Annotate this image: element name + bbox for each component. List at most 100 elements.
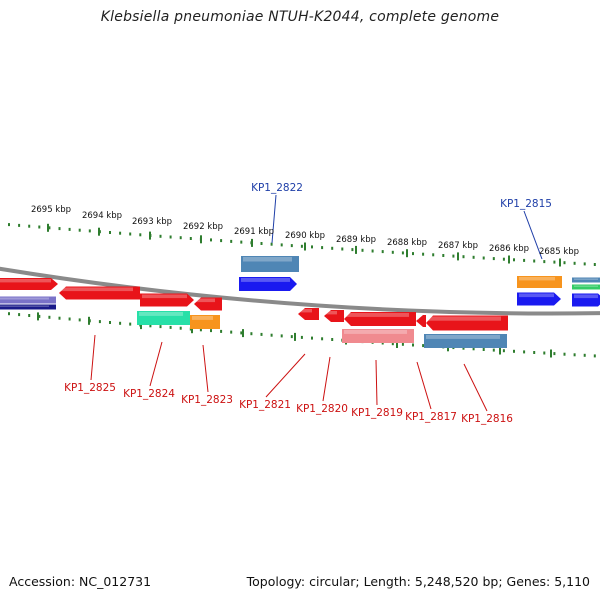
upper-scale-major-tick [98,227,100,236]
gene-arrow [324,310,344,322]
gene-bar [572,284,600,290]
lower-scale-minor-tick [401,342,404,346]
lower-scale-minor-tick [230,330,233,334]
lower-scale-minor-tick [492,348,495,352]
lower-scale-minor-tick [482,348,485,351]
gene-label: KP1_2821 [239,399,291,411]
lower-scale-major-tick [140,321,142,330]
upper-scale-minor-tick [442,254,445,257]
upper-scale-minor-tick [179,236,182,240]
lower-scale-minor-tick [553,352,556,356]
lower-scale-minor-tick [543,351,546,355]
lower-scale-major-tick [550,349,552,358]
gene-arrow-highlight [428,316,501,321]
upper-scale-minor-tick [159,234,162,238]
upper-scale-minor-tick [38,225,41,229]
lower-scale-minor-tick [462,346,465,350]
gene-arrow [298,308,319,320]
gene-bar-highlight [0,297,49,300]
gene-label: KP1_2823 [181,394,233,406]
upper-scale-minor-tick [401,251,404,255]
callout-line [375,359,378,406]
upper-scale-minor-tick [462,255,465,259]
upper-scale-minor-tick [502,257,505,261]
topology-text: Topology: circular; Length: 5,248,520 bp… [246,574,590,589]
lower-scale-minor-tick [472,347,475,351]
upper-scale-minor-tick [169,235,172,239]
gene-arrow [426,315,508,331]
callout-line [149,341,163,387]
upper-scale-major-tick [508,255,510,264]
upper-scale-minor-tick [28,224,31,228]
upper-scale-major-tick [149,231,151,240]
gene-arrow-highlight [519,293,554,298]
lower-scale-major-tick [294,332,296,341]
upper-scale-minor-tick [361,248,364,252]
upper-scale-ticks [8,223,596,267]
genome-backbone [0,266,600,316]
upper-scale-minor-tick [290,244,293,248]
lower-scale-major-tick [37,312,39,321]
gene-bar [572,277,600,283]
lower-scale-minor-tick [412,343,414,347]
gene-bar-highlight [519,277,555,281]
lower-scale-minor-tick [583,353,586,357]
gene-bar [190,315,220,329]
lower-scale-minor-tick [58,316,61,320]
upper-scale-minor-tick [331,246,334,250]
lower-scale-minor-tick [513,349,515,353]
lower-scale-minor-tick [78,318,81,322]
gene-bar-highlight [344,330,407,334]
lower-scale-major-tick [191,325,193,334]
lower-scale-minor-tick [260,332,263,336]
gene-callouts: KP1_2822 KP1_2815 KP1_2825 KP1_2824 KP1_2823… [64,182,552,425]
upper-scale-minor-tick [523,258,526,262]
lower-scale-minor-tick [300,335,303,339]
upper-scale-minor-tick [533,259,536,263]
callout-line [416,361,432,410]
lower-scale-minor-tick [119,321,122,325]
lower-scale-minor-tick [109,321,111,324]
lower-scale-minor-tick [240,331,243,335]
lower-scale-minor-tick [502,349,505,353]
gene-bar [342,329,414,343]
upper-scale-minor-tick [321,246,324,250]
map-title: Klebsiella pneumoniae NTUH-K2044, comple… [100,9,500,25]
lower-scale-minor-tick [149,324,152,328]
upper-scale-minor-tick [240,240,243,244]
gene-arrow-highlight [574,294,598,299]
upper-scale-minor-tick [129,232,132,236]
lower-scale-minor-tick [280,334,283,338]
lower-scale-minor-tick [68,317,71,321]
gene-arrow [239,277,297,291]
gene-bar [517,276,562,288]
upper-scale-major-tick [47,223,49,232]
gene-features [0,256,600,348]
gene-label: KP1_2815 [500,198,552,210]
lower-scale-minor-tick [38,314,41,318]
lower-scale-minor-tick [179,326,182,330]
upper-scale-minor-tick [88,229,91,233]
callout-line [271,194,277,244]
lower-scale-minor-tick [593,354,596,358]
upper-scale-minor-tick [58,227,61,231]
upper-scale-major-tick [304,242,306,251]
lower-scale-minor-tick [270,333,273,337]
gene-arrow [0,278,58,290]
gene-arrow [572,293,600,307]
upper-scale-minor-tick [280,243,283,247]
upper-scale-major-tick [355,245,357,254]
upper-scale-minor-tick [593,263,596,266]
gene-arrow [194,297,222,311]
scale-label: 2689 kbp [336,235,376,245]
gene-arrow-highlight [326,311,337,315]
gene-arrow [517,292,561,306]
gene-bar-highlight [574,278,598,280]
upper-scale-minor-tick [18,223,21,227]
gene-bar-highlight [192,316,213,320]
scale-label: 2691 kbp [234,227,274,237]
lower-scale-major-tick [396,340,398,348]
upper-scale-minor-tick [311,245,313,249]
lower-scale-minor-tick [573,353,576,357]
